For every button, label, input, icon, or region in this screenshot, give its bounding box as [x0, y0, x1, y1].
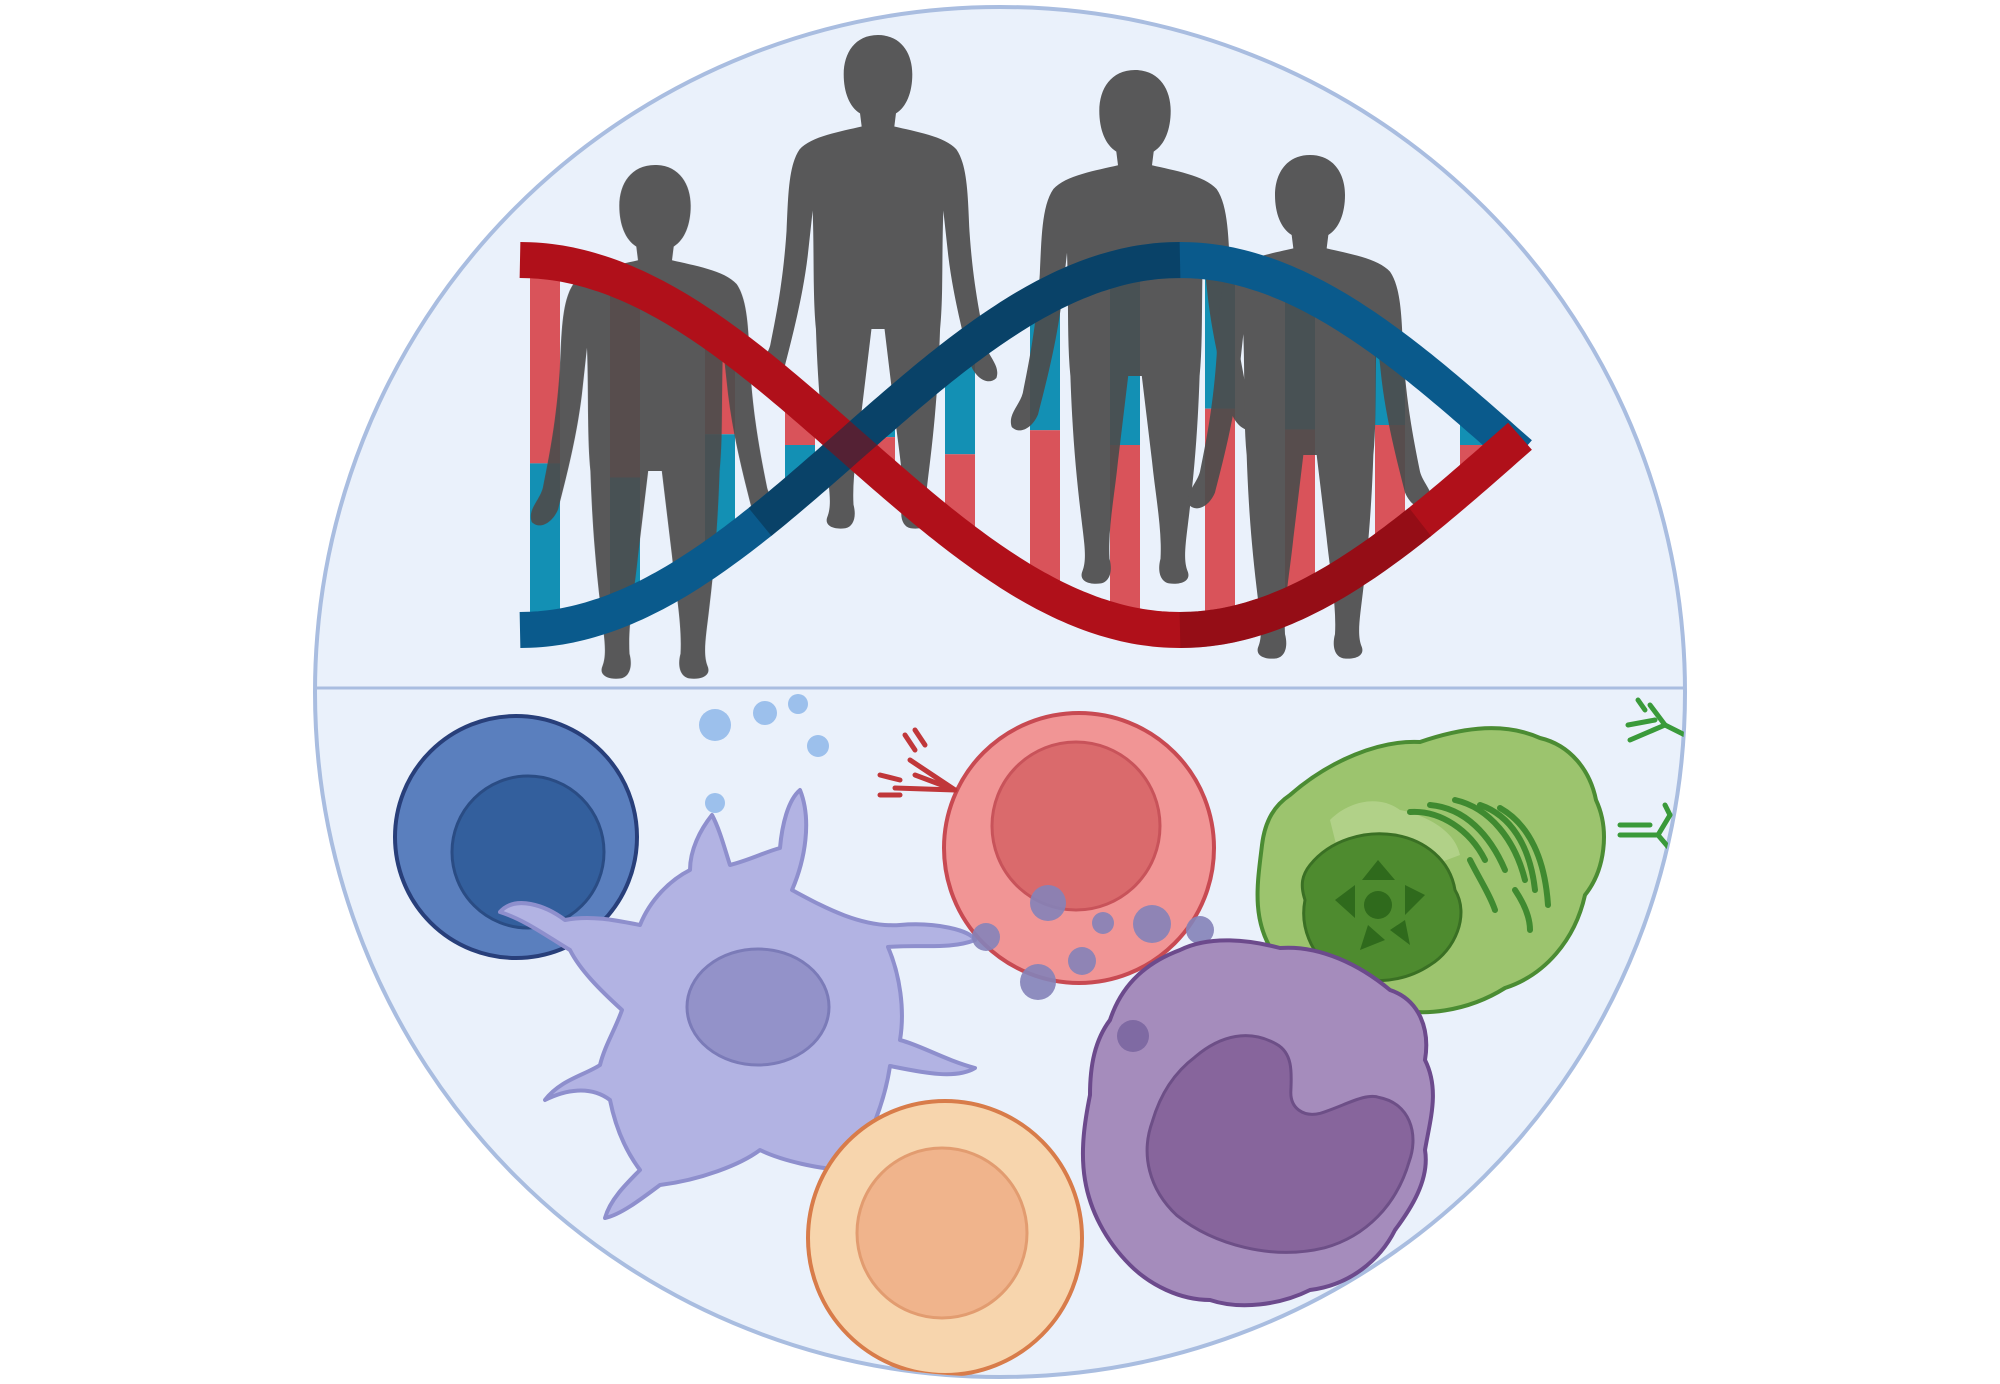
- immune-cells-section: [393, 694, 1685, 1377]
- granule: [1020, 964, 1056, 1000]
- human-silhouette-icon: [530, 165, 780, 679]
- granule: [1068, 947, 1096, 975]
- cytokine-particles: [699, 694, 829, 813]
- cytokine-particle-icon: [699, 709, 731, 741]
- b-cell: [393, 714, 639, 960]
- dna-double-helix-icon: [519, 241, 1532, 649]
- dna-strand-shade: [1179, 507, 1432, 648]
- base-pair-rung: [1030, 430, 1060, 594]
- human-silhouette-icon: [1010, 70, 1260, 584]
- endoplasmic-reticulum: [1407, 797, 1551, 933]
- dendritic-cell: [498, 788, 977, 1220]
- dna-strand-shade: [748, 242, 1181, 536]
- granule: [1117, 1020, 1149, 1052]
- cytokine-particle-icon: [788, 694, 808, 714]
- granule: [1030, 885, 1066, 921]
- genetics-section: [519, 35, 1532, 679]
- human-silhouette-icon: [758, 35, 998, 529]
- granule: [1186, 916, 1214, 944]
- antibody-icon: [1625, 697, 1685, 743]
- granule: [1133, 905, 1171, 943]
- chromatin-pattern: [1335, 860, 1425, 950]
- cytotoxic-granules: [972, 885, 1214, 1000]
- antibody-icon: [877, 727, 958, 798]
- cytokine-particle-icon: [753, 701, 777, 725]
- cytokine-particle-icon: [705, 793, 725, 813]
- nk-cell: [806, 1099, 1084, 1377]
- granule: [1092, 912, 1114, 934]
- cytokine-particle-icon: [807, 735, 829, 757]
- macrophage: [1080, 938, 1435, 1308]
- plasma-cell: [1255, 726, 1606, 1015]
- granule: [972, 923, 1000, 951]
